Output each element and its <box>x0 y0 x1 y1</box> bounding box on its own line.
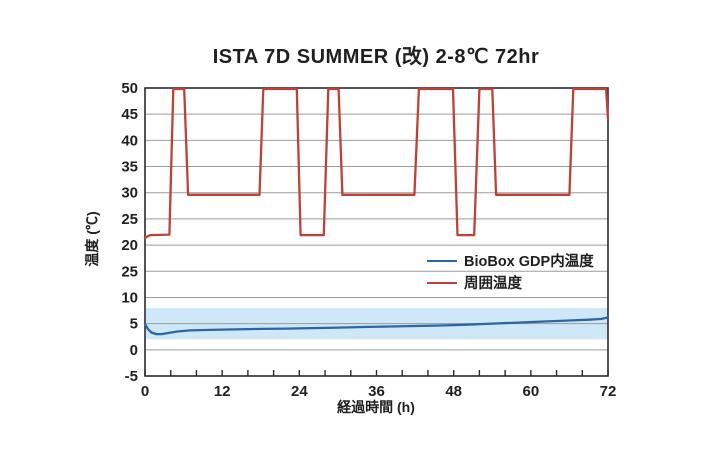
x-tick-label-48: 48 <box>445 383 462 400</box>
x-tick-label-60: 60 <box>522 383 539 400</box>
series-ambient-line <box>143 87 610 239</box>
y-tick-label-0: 0 <box>130 342 138 359</box>
series-biobox-line <box>143 316 610 336</box>
y-tick-label-20: 20 <box>121 237 138 254</box>
x-tick-label-72: 72 <box>600 383 617 400</box>
x-tick-label-36: 36 <box>368 383 385 400</box>
legend-label-0: BioBox GDP内温度 <box>464 252 594 270</box>
y-tick-label-35: 35 <box>121 159 138 176</box>
legend-label-1: 周囲温度 <box>464 274 522 292</box>
y-tick-label-5: 5 <box>130 316 138 333</box>
y-tick-label--5: -5 <box>125 368 138 385</box>
y-axis-title: 温度 (℃) <box>84 211 100 266</box>
y-tick-label-45: 45 <box>121 106 138 123</box>
y-tick-label-30: 30 <box>121 185 138 202</box>
y-tick-label-10: 10 <box>121 289 138 306</box>
x-tick-label-24: 24 <box>291 383 308 400</box>
y-tick-label-40: 40 <box>121 132 138 149</box>
y-tick-label-50: 50 <box>121 80 138 97</box>
x-tick-label-12: 12 <box>214 383 231 400</box>
x-axis-title: 経過時間 (h) <box>337 399 415 415</box>
y-tick-label-15: 25 <box>121 263 138 280</box>
chart-title: ISTA 7D SUMMER (改) 2-8℃ 72hr <box>213 44 540 68</box>
y-tick-label-25: 25 <box>121 211 138 228</box>
x-tick-label-0: 0 <box>141 383 149 400</box>
